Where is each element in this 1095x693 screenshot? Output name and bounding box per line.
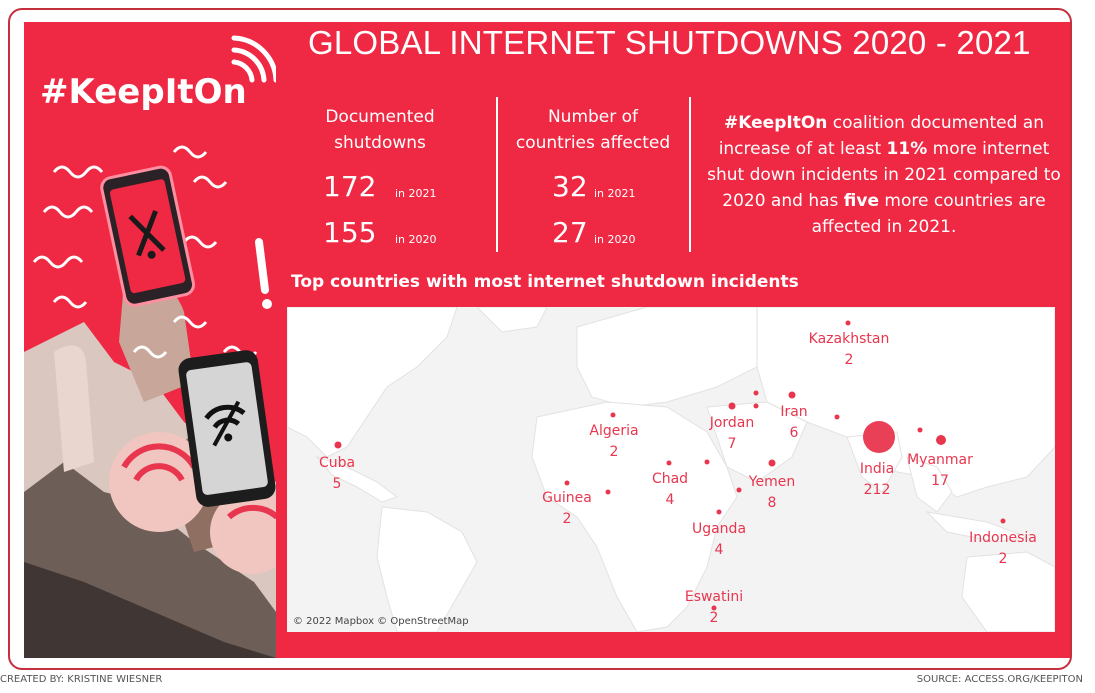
map-label-cuba: Cuba 5 xyxy=(287,453,397,495)
outer-frame xyxy=(8,8,1072,670)
map-label-guinea: Guinea 2 xyxy=(507,488,627,530)
summary-hashtag: #KeepItOn xyxy=(724,113,828,133)
map-marker-chad[interactable] xyxy=(666,460,672,466)
country-name: Cuba xyxy=(318,455,356,471)
country-count: 5 xyxy=(332,476,342,492)
country-name: Kazakhstan xyxy=(808,331,890,347)
countries-heading-line2: countries affected xyxy=(515,133,671,153)
documented-2020-value: 155 xyxy=(323,216,377,249)
country-name: Yemen xyxy=(748,474,796,490)
map-marker-india[interactable] xyxy=(863,421,895,453)
country-name: Myanmar xyxy=(907,452,973,468)
country-name: Uganda xyxy=(691,521,747,537)
map-title: Top countries with most internet shutdow… xyxy=(291,272,799,292)
countries-affected-heading: Number of countries affected xyxy=(505,104,681,156)
map-minor-dot[interactable] xyxy=(605,489,611,495)
source-credit: SOURCE: ACCESS.ORG/KEEPITON xyxy=(916,674,1083,685)
documented-heading-line2: shutdowns xyxy=(334,133,426,153)
summary-part3: more countries are affected in 2021. xyxy=(811,191,1046,237)
map-minor-dot[interactable] xyxy=(753,403,759,409)
map-landmass xyxy=(287,307,1055,632)
documented-2020-label: in 2020 xyxy=(395,233,437,246)
summary-percent: 11% xyxy=(886,139,928,159)
country-name: Algeria xyxy=(589,423,639,439)
country-count: 2 xyxy=(609,444,619,460)
protest-phones-illustration xyxy=(24,22,276,658)
country-count: 7 xyxy=(727,436,737,452)
map-label-uganda: Uganda 4 xyxy=(659,519,779,561)
country-count: 2 xyxy=(844,352,854,368)
map-label-indonesia: Indonesia 2 xyxy=(943,528,1055,570)
country-count: 6 xyxy=(789,425,799,441)
map-marker-jordan[interactable] xyxy=(728,402,736,410)
summary-part2: more internet shut down incidents in 202… xyxy=(707,139,1061,211)
countries-2020-value: 27 xyxy=(552,216,588,249)
map-label-eswatini: Eswatini 2 xyxy=(654,587,774,629)
summary-part1: coalition documented an increase of at l… xyxy=(718,113,1044,159)
stat-divider-2 xyxy=(689,97,691,252)
map-label-yemen: Yemen 8 xyxy=(712,472,832,514)
country-name: Chad xyxy=(651,471,689,487)
map-label-jordan: Jordan 7 xyxy=(672,413,792,455)
map-minor-dot[interactable] xyxy=(753,390,759,396)
map-minor-dot[interactable] xyxy=(834,414,840,420)
countries-heading-line1: Number of xyxy=(547,107,639,127)
map-marker-uganda[interactable] xyxy=(716,509,722,515)
map-label-algeria: Algeria 2 xyxy=(554,421,674,463)
keepiton-logo: #KeepItOn xyxy=(40,72,247,112)
documented-2021-label: in 2021 xyxy=(395,187,437,200)
documented-heading-line1: Documented xyxy=(325,107,435,127)
country-count: 8 xyxy=(767,495,777,511)
map-label-kazakhstan: Kazakhstan 2 xyxy=(789,329,909,371)
map-label-india: India 212 xyxy=(817,459,937,501)
left-illustration xyxy=(24,22,276,658)
country-count: 2 xyxy=(998,551,1008,567)
country-count: 2 xyxy=(709,610,719,626)
map-marker-iran[interactable] xyxy=(788,391,796,399)
country-count: 17 xyxy=(931,473,949,489)
country-name: Guinea xyxy=(542,490,592,506)
summary-five: five xyxy=(843,191,879,211)
stat-divider-1 xyxy=(496,97,498,252)
country-count: 212 xyxy=(863,482,891,498)
country-count: 2 xyxy=(562,511,572,527)
page-title: GLOBAL INTERNET SHUTDOWNS 2020 - 2021 xyxy=(308,24,1031,61)
map-attribution[interactable]: © 2022 Mapbox © OpenStreetMap xyxy=(293,616,469,627)
map-marker-myanmar[interactable] xyxy=(936,435,946,445)
map-label-chad: Chad 4 xyxy=(610,469,730,511)
map-markers-layer xyxy=(334,320,1006,611)
country-name: Eswatini xyxy=(684,589,744,605)
world-map[interactable]: Kazakhstan 2 Jordan 7 Iran 6 Algeria 2 Cuba 5 Chad… xyxy=(287,307,1055,632)
map-marker-eswatini[interactable] xyxy=(711,605,717,611)
map-label-myanmar: Myanmar 17 xyxy=(880,450,1000,492)
documented-shutdowns-heading: Documented shutdowns xyxy=(300,104,460,156)
country-name: Indonesia xyxy=(969,530,1037,546)
country-name: Jordan xyxy=(709,415,755,431)
country-name: India xyxy=(859,461,895,477)
country-count: 4 xyxy=(665,492,675,508)
map-marker-yemen[interactable] xyxy=(768,459,776,467)
country-count: 4 xyxy=(714,542,724,558)
countries-2021-value: 32 xyxy=(552,170,588,203)
documented-2021-value: 172 xyxy=(323,170,377,203)
map-marker-indonesia[interactable] xyxy=(1000,518,1006,524)
creator-credit: CREATED BY: KRISTINE WIESNER xyxy=(0,674,163,685)
countries-2020-label: in 2020 xyxy=(594,233,636,246)
map-minor-dot[interactable] xyxy=(704,459,710,465)
map-label-iran: Iran 6 xyxy=(734,402,854,444)
map-marker-kazakhstan[interactable] xyxy=(845,320,851,326)
map-minor-dot[interactable] xyxy=(736,487,742,493)
country-name: Iran xyxy=(780,404,808,420)
countries-2021-label: in 2021 xyxy=(594,187,636,200)
map-minor-dot[interactable] xyxy=(917,427,923,433)
summary-text: #KeepItOn coalition documented an increa… xyxy=(704,110,1064,240)
map-marker-cuba[interactable] xyxy=(334,441,342,449)
map-marker-algeria[interactable] xyxy=(610,412,616,418)
map-marker-guinea[interactable] xyxy=(564,480,570,486)
